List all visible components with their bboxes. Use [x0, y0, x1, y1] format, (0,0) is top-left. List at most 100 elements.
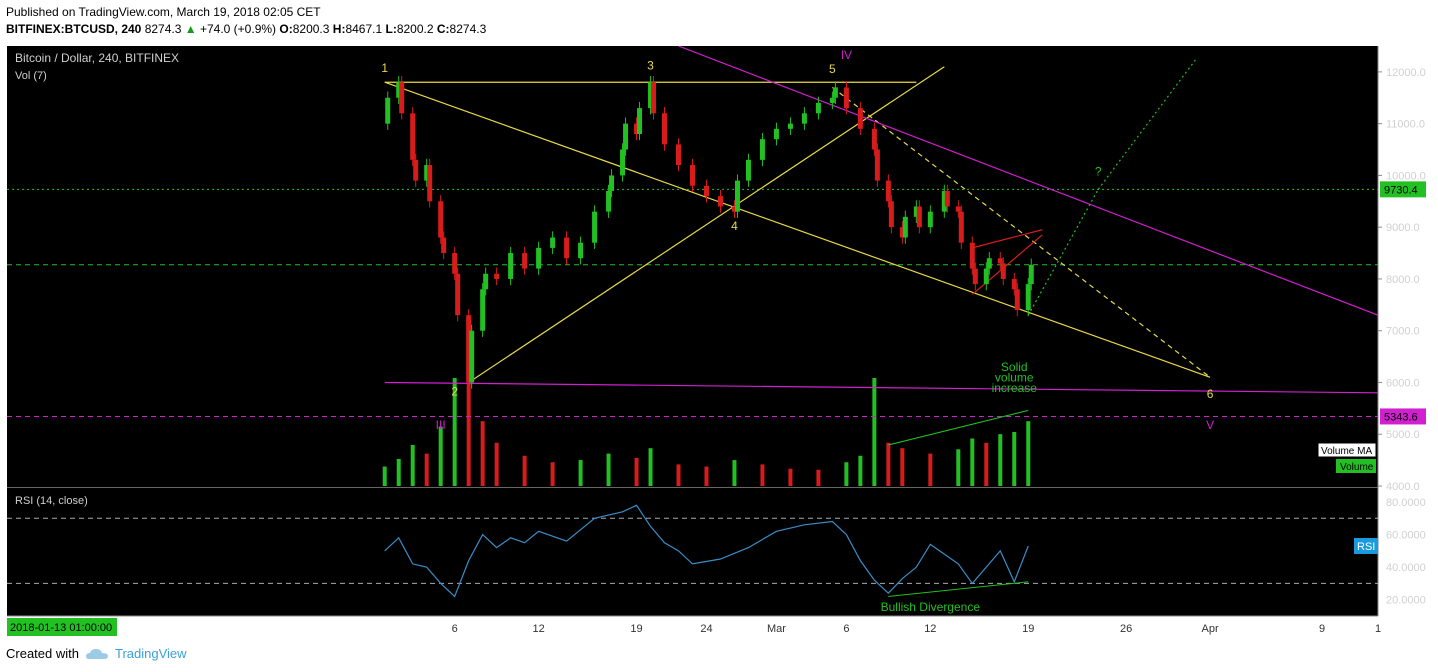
- volume-bar: [984, 442, 989, 486]
- candle-body: [829, 97, 835, 103]
- volume-bar: [844, 462, 849, 486]
- volume-label: Vol (7): [15, 70, 47, 82]
- volume-bar: [704, 466, 709, 486]
- volume-bar: [886, 442, 891, 486]
- candle-body: [427, 165, 433, 202]
- trendline: [1097, 58, 1197, 190]
- volume-bar: [606, 453, 611, 486]
- volume-bar: [648, 448, 653, 486]
- level-badge-label: 9730.4: [1384, 184, 1418, 196]
- ohlc-line: BITFINEX:BTCUSD, 240 8274.3 ▲ +74.0 (+0.…: [6, 21, 486, 38]
- candle-body: [899, 227, 905, 238]
- chart-title: Bitcoin / Dollar, 240, BITFINEX: [15, 51, 179, 65]
- low-label: L:: [385, 22, 397, 36]
- price-tick-label: 9000.0: [1386, 222, 1420, 234]
- volume-bar: [732, 460, 737, 486]
- open-value: 8200.3: [292, 22, 330, 36]
- volume-bar: [788, 468, 793, 486]
- volume-bar: [466, 383, 471, 486]
- tradingview-link[interactable]: TradingView: [114, 646, 187, 661]
- candle-body: [773, 128, 779, 140]
- candle-body: [550, 237, 556, 248]
- time-tick-label: 12: [924, 623, 936, 635]
- rsi-divergence-line: [888, 581, 1029, 597]
- up-arrow-icon: ▲: [184, 22, 197, 36]
- chart-header: Published on TradingView.com, March 19, …: [6, 4, 486, 38]
- rsi-line: [384, 504, 1029, 598]
- candle-body: [662, 113, 668, 145]
- high-label: H:: [332, 22, 346, 36]
- volume-bar: [578, 460, 583, 486]
- annotation-label: 3: [647, 58, 654, 72]
- candle-body: [620, 149, 626, 176]
- candle-body: [815, 102, 821, 114]
- rsi-tick-label: 80.0000: [1386, 497, 1426, 509]
- candle-body: [466, 315, 472, 383]
- candle-body: [913, 206, 919, 217]
- candle-body: [578, 242, 584, 259]
- candle-body: [441, 237, 447, 254]
- trendline: [972, 229, 1043, 249]
- candle-body: [469, 330, 475, 383]
- candle-body: [843, 87, 849, 109]
- candle-body: [731, 206, 737, 212]
- candle-body: [413, 159, 419, 181]
- candle-body: [424, 165, 430, 181]
- candle-body: [997, 258, 1003, 264]
- legend-volume-ma: Volume MA: [1321, 446, 1372, 457]
- rsi-pane: [7, 504, 1378, 598]
- candle-body: [690, 165, 695, 186]
- time-tick-label: 19: [1022, 623, 1034, 635]
- trendline: [384, 81, 1211, 378]
- volume-bar: [1012, 432, 1017, 486]
- volume-bar: [816, 469, 821, 486]
- candle-body: [944, 190, 950, 207]
- annotation-label: volume: [995, 370, 1034, 384]
- candle-body: [606, 190, 612, 212]
- volume-bar: [494, 442, 499, 486]
- candle-body: [801, 113, 807, 124]
- price-chart[interactable]: 12000.0 11000.0 10000.0 9000.0 8000.0 7000.0 6…: [0, 42, 1438, 636]
- candle-body: [483, 273, 489, 290]
- candle-body: [983, 268, 989, 285]
- level-badge: [1380, 181, 1426, 198]
- legend-volume: Volume: [1340, 462, 1374, 473]
- volume-bar: [396, 459, 401, 486]
- candle-body: [508, 253, 514, 279]
- annotation-label: IV: [841, 48, 852, 62]
- candle-body: [564, 237, 570, 259]
- candle-body: [745, 159, 751, 181]
- symbol-label: BITFINEX:BTCUSD, 240: [6, 22, 142, 36]
- volume-bar: [438, 426, 443, 486]
- published-line: Published on TradingView.com, March 19, …: [6, 5, 321, 19]
- last-price: 8274.3: [144, 22, 182, 36]
- volume-bar: [550, 462, 555, 486]
- candle-body: [888, 201, 894, 228]
- candle-body: [494, 273, 500, 279]
- candle-body: [759, 139, 765, 160]
- candle-body: [916, 206, 922, 228]
- footer: Created with TradingView: [6, 646, 187, 661]
- rsi-tick-label: 40.0000: [1386, 562, 1426, 574]
- candle-body: [871, 128, 877, 150]
- trendline: [678, 46, 1378, 316]
- price-tick-label: 12000.0: [1386, 67, 1426, 79]
- volume-bar: [410, 444, 415, 486]
- candle-body: [958, 211, 964, 243]
- candle-body: [717, 196, 723, 207]
- candle-body: [972, 268, 978, 285]
- price-tick-label: 10000.0: [1386, 170, 1426, 182]
- candle-body: [536, 247, 542, 269]
- candle-body: [1011, 278, 1017, 290]
- price-tick-label: 11000.0: [1386, 119, 1425, 131]
- time-tick-label: 12: [532, 623, 544, 635]
- annotation-label: 4: [731, 219, 738, 233]
- rsi-tick-label: 20.0000: [1386, 595, 1426, 607]
- time-tick-label: 1: [1375, 623, 1381, 635]
- crosshair-date-label: 2018-01-13 01:00:00: [10, 622, 112, 634]
- candle-body: [399, 82, 405, 114]
- price-tick-label: 8000.0: [1386, 274, 1420, 286]
- time-tick-label: 19: [630, 623, 642, 635]
- price-pane: [7, 46, 1378, 486]
- open-label: O:: [279, 22, 293, 36]
